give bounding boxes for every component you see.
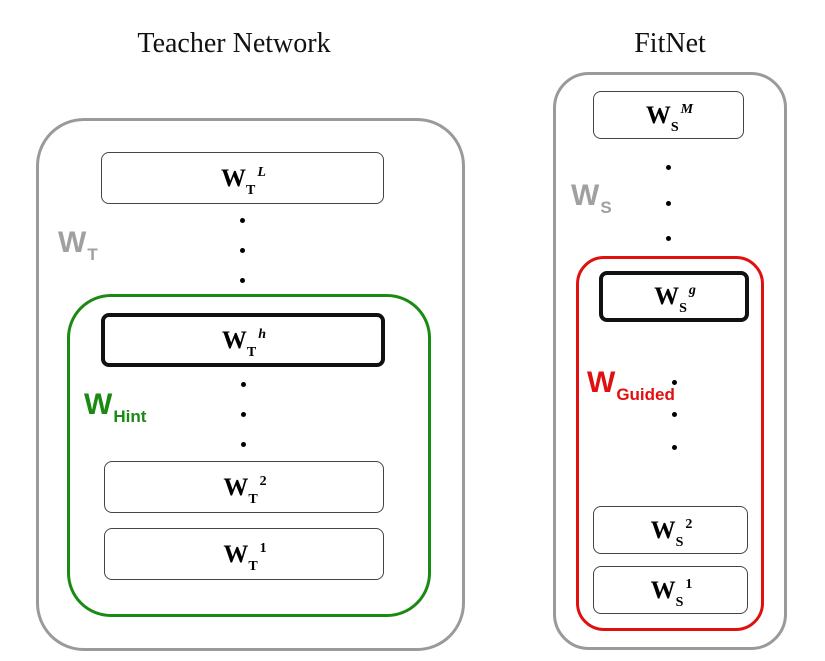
student-guided-layer: WSg [599, 271, 749, 322]
ellipsis-dot [666, 236, 671, 241]
teacher-weights-label: WT [58, 226, 98, 264]
student-layer-top: WSM [593, 91, 744, 139]
student-layer-1: WS1 [593, 566, 748, 614]
layer-sub: S [675, 534, 684, 550]
ellipsis-dot [240, 278, 245, 283]
teacher-layer-1-label: WT1 [223, 540, 267, 573]
layer-sub: T [248, 558, 258, 574]
teacher-network-frame [36, 118, 465, 651]
teacher-layer-2-label: WT2 [223, 473, 267, 506]
layer-sup: M [680, 101, 694, 117]
student-weights-label: WS [571, 179, 612, 217]
layer-main: W [223, 473, 249, 501]
guided-region-frame [576, 256, 764, 631]
hint-label: WHint [84, 388, 146, 426]
layer-sup: 2 [259, 473, 267, 489]
layer-sup: g [688, 283, 696, 298]
ellipsis-dot [666, 165, 671, 170]
guided-label-main: W [587, 366, 616, 399]
layer-sup: 1 [259, 540, 267, 556]
hint-region-frame [67, 294, 431, 617]
layer-main: W [645, 101, 671, 129]
student-layer-1-label: WS1 [650, 576, 693, 609]
teacher-weights-sub: T [87, 245, 98, 264]
layer-sub: S [679, 301, 687, 316]
teacher-layer-1: WT1 [104, 528, 384, 580]
hint-label-sub: Hint [113, 407, 147, 426]
teacher-title: Teacher Network [137, 28, 331, 59]
layer-sup: h [258, 326, 267, 342]
teacher-layer-2: WT2 [104, 461, 384, 513]
guided-label-sub: Guided [616, 385, 675, 404]
student-layer-2-label: WS2 [650, 516, 693, 549]
ellipsis-dot [240, 218, 245, 223]
student-weights-main: W [571, 179, 600, 212]
teacher-hint-layer: WTh [101, 313, 385, 367]
layer-sub: S [675, 594, 684, 610]
student-layer-2: WS2 [593, 506, 748, 554]
layer-sub: S [670, 119, 679, 135]
ellipsis-dot [241, 442, 246, 447]
fitnet-title: FitNet [634, 28, 706, 59]
student-guided-layer-label: WSg [654, 283, 696, 316]
layer-main: W [221, 164, 247, 192]
layer-sub: T [246, 344, 257, 360]
ellipsis-dot [672, 412, 677, 417]
layer-sup: 1 [685, 576, 693, 592]
ellipsis-dot [672, 380, 677, 385]
layer-sub: T [246, 182, 256, 198]
student-layer-top-label: WSM [645, 101, 694, 134]
layer-sup: 2 [685, 516, 693, 532]
layer-sup: L [257, 164, 266, 180]
ellipsis-dot [240, 248, 245, 253]
layer-main: W [650, 576, 676, 604]
student-weights-sub: S [600, 198, 612, 217]
ellipsis-dot [241, 412, 246, 417]
guided-label: WGuided [587, 366, 675, 404]
teacher-hint-layer-label: WTh [221, 326, 267, 359]
hint-label-main: W [84, 388, 113, 421]
ellipsis-dot [241, 382, 246, 387]
teacher-weights-main: W [58, 226, 87, 259]
teacher-layer-top-label: WTL [221, 164, 266, 197]
layer-sub: T [248, 491, 258, 507]
layer-main: W [654, 283, 680, 310]
layer-main: W [223, 540, 249, 568]
layer-main: W [221, 326, 247, 354]
fitnet-frame [553, 72, 787, 650]
layer-main: W [650, 516, 676, 544]
ellipsis-dot [666, 201, 671, 206]
teacher-layer-top: WTL [101, 152, 384, 204]
ellipsis-dot [672, 445, 677, 450]
